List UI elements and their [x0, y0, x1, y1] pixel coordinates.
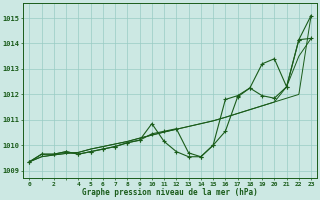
X-axis label: Graphe pression niveau de la mer (hPa): Graphe pression niveau de la mer (hPa)	[82, 188, 258, 197]
